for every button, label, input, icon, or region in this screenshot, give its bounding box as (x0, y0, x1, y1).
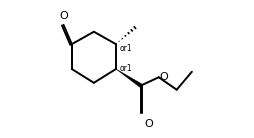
Text: or1: or1 (119, 44, 132, 53)
Text: or1: or1 (119, 64, 132, 73)
Text: O: O (60, 11, 69, 21)
Polygon shape (116, 69, 142, 87)
Text: O: O (144, 119, 153, 129)
Text: O: O (159, 72, 168, 82)
